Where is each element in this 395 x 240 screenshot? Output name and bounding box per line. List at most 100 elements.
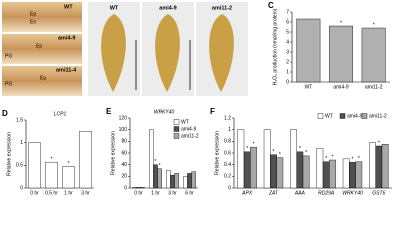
- x-tick-label: GST6: [372, 190, 385, 196]
- bar: [349, 162, 356, 189]
- y-axis-label: Relative expression: [110, 131, 116, 175]
- bar: [153, 164, 158, 189]
- x-tick-label: APX: [241, 190, 253, 196]
- genotype-label: ami4-9: [159, 5, 176, 11]
- x-tick-label: 3 hr: [81, 190, 90, 196]
- y-tick-label: 6: [286, 19, 289, 25]
- significance-mark: *: [305, 150, 307, 156]
- bar: [157, 168, 162, 189]
- panel-a: A WT Ep En ami4-9 Ep PG ami11-4 Ep PG: [2, 2, 82, 96]
- y-tick-label: 0: [124, 185, 127, 191]
- x-tick-label: WRKY40: [342, 190, 363, 196]
- x-tick-label: 6 hr: [185, 190, 194, 196]
- panel-label: D: [2, 109, 8, 118]
- y-tick-label: 1: [20, 140, 23, 146]
- bar: [191, 171, 196, 189]
- bar: [342, 158, 350, 189]
- bar: [276, 157, 284, 189]
- panel-label: C: [268, 1, 274, 10]
- y-tick-label: 1: [286, 69, 289, 75]
- y-tick-label: 80: [121, 139, 127, 145]
- bar: [166, 170, 171, 189]
- x-tick-label: ami4-9: [333, 84, 349, 90]
- tissue-label: PG: [5, 53, 12, 59]
- bar: [140, 187, 145, 189]
- x-tick-label: WT: [304, 84, 312, 90]
- x-tick-label: 3 hr: [168, 190, 177, 196]
- x-tick-label: 1 hr: [151, 190, 160, 196]
- x-tick-label: AAA: [294, 190, 306, 196]
- bar: [45, 161, 58, 189]
- micrograph: [2, 34, 82, 64]
- legend-label: WT: [325, 113, 333, 119]
- bar: [79, 131, 92, 189]
- significance-mark: *: [332, 154, 334, 160]
- bar: [381, 144, 389, 189]
- significance-mark: *: [273, 149, 275, 155]
- significance-mark: *: [352, 157, 354, 163]
- figure: A WT Ep En ami4-9 Ep PG ami11-4 Ep PG B …: [2, 1, 392, 196]
- tissue-label: Ep: [40, 75, 46, 81]
- y-tick-label: 4: [286, 39, 289, 45]
- bar: [187, 173, 192, 189]
- chart-title: WRKY40: [154, 109, 175, 115]
- bar: [369, 142, 376, 189]
- y-tick-label: 1.2: [224, 115, 231, 121]
- legend-swatch: [173, 133, 180, 139]
- genotype-label: WT: [110, 5, 119, 11]
- bar: [174, 173, 179, 189]
- y-axis-label: Relative expression: [214, 131, 220, 175]
- leaf: [209, 14, 234, 92]
- y-tick-label: 0: [20, 185, 23, 191]
- bar: [270, 154, 277, 189]
- bar: [361, 27, 386, 83]
- y-tick-label: 1: [228, 127, 231, 133]
- legend-swatch: [339, 113, 346, 119]
- bar: [296, 18, 321, 83]
- bar: [355, 161, 363, 189]
- x-tick-label: ami11-2: [365, 84, 383, 90]
- y-tick-label: 3: [286, 49, 289, 55]
- bar: [136, 187, 141, 189]
- y-tick-label: 2: [286, 59, 289, 65]
- genotype-label: ami11-4: [56, 67, 77, 73]
- bar: [296, 151, 304, 189]
- significance-mark: *: [68, 161, 70, 167]
- significance-mark: *: [155, 159, 157, 165]
- bar: [237, 129, 245, 189]
- panel-b: B WT ami4-9 ami11-2: [88, 2, 248, 96]
- x-tick-label: RD29A: [318, 190, 335, 196]
- y-tick-label: 0.5: [16, 163, 23, 169]
- significance-mark: *: [279, 152, 281, 158]
- bar: [375, 145, 383, 189]
- y-tick-label: 0.6: [224, 150, 231, 156]
- bar: [243, 151, 251, 189]
- leaf: [101, 14, 126, 92]
- significance-mark: *: [378, 140, 380, 146]
- bar: [329, 159, 336, 189]
- genotype-label: ami4-9: [58, 35, 75, 41]
- y-tick-label: 120: [119, 115, 128, 121]
- significance-mark: *: [159, 163, 161, 169]
- y-tick-label: 0: [228, 185, 231, 191]
- bar: [290, 129, 297, 189]
- bar: [132, 187, 137, 189]
- genotype-label: ami11-2: [212, 5, 232, 11]
- legend-label: ami4-9: [347, 113, 363, 119]
- y-tick-label: 60: [121, 150, 127, 156]
- significance-mark: *: [246, 146, 248, 152]
- genotype-label: WT: [64, 4, 73, 10]
- panel-label: F: [210, 107, 215, 116]
- significance-mark: *: [373, 22, 375, 28]
- y-tick-label: 1.5: [16, 117, 23, 123]
- tissue-label: Ep: [36, 43, 42, 49]
- micrograph: [2, 2, 82, 32]
- legend-swatch: [173, 119, 180, 125]
- bar: [329, 25, 353, 83]
- x-tick-label: ZAT: [268, 190, 279, 196]
- legend-label: WT: [181, 119, 189, 125]
- bar: [322, 161, 330, 189]
- y-tick-label: 100: [119, 127, 128, 133]
- bar: [62, 166, 75, 189]
- y-tick-label: 0: [286, 79, 289, 85]
